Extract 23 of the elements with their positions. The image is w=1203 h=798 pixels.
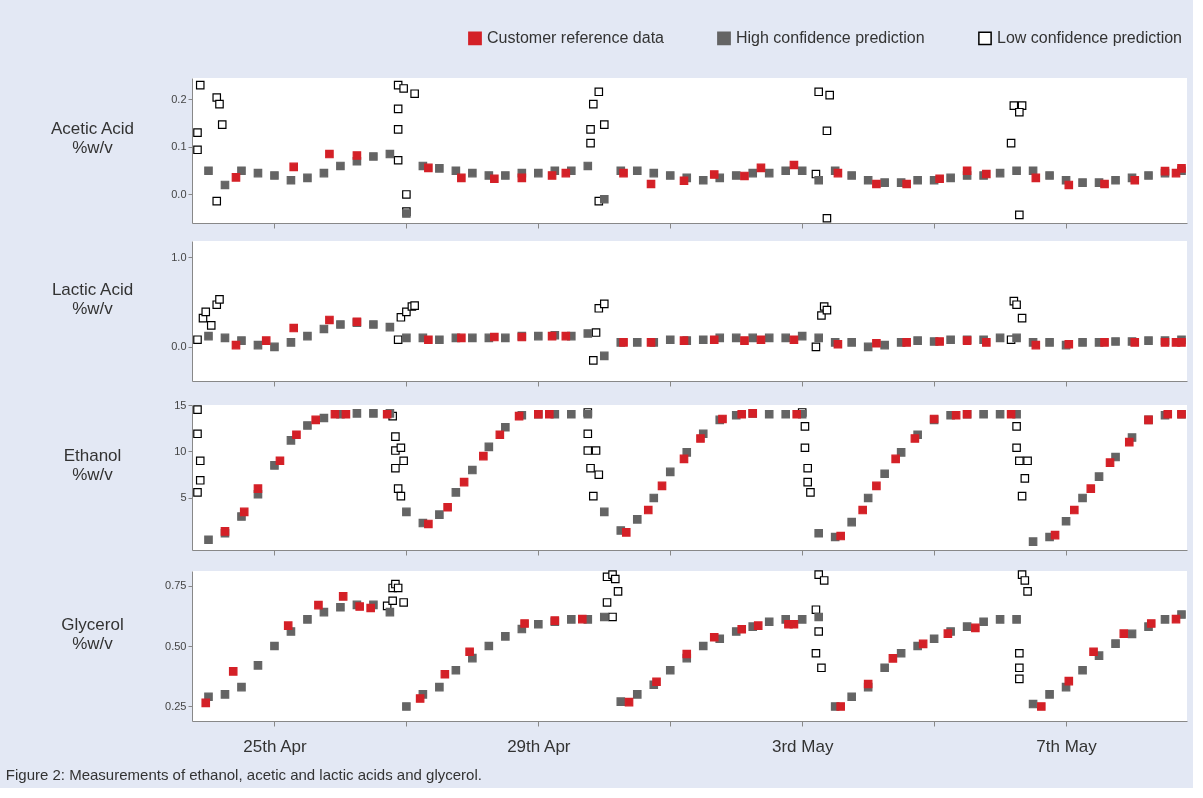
y-tick-label: 0.2 <box>171 92 187 105</box>
legend-label: Low confidence prediction <box>997 29 1183 47</box>
y-tick-label: 0.0 <box>171 340 187 353</box>
y-axis-title: Lactic Acid %w/v <box>51 279 134 318</box>
y-tick-label: 0.50 <box>165 639 187 652</box>
y-axis-title: Acetic Acid %w/v <box>50 119 135 157</box>
x-tick-label: 29th Apr <box>507 736 571 756</box>
y-axis-title: Ethanol %w/v <box>63 446 122 484</box>
y-axis-title: Glycerol %w/v <box>61 614 124 653</box>
y-tick-label: 0.25 <box>165 699 187 712</box>
x-tick-label: 7th May <box>1036 736 1098 756</box>
y-tick-label: 15 <box>174 398 187 411</box>
y-tick-label: 0.1 <box>171 140 187 153</box>
y-tick-label: 0.75 <box>165 579 187 592</box>
y-tick-label: 0.0 <box>171 187 187 200</box>
legend-label: Customer reference data <box>487 29 665 47</box>
x-tick-label: 3rd May <box>771 736 834 756</box>
y-tick-label: 1.0 <box>171 250 187 263</box>
x-tick-label: 25th Apr <box>243 736 307 756</box>
legend-label: High confidence prediction <box>736 29 925 47</box>
y-tick-label: 10 <box>174 444 187 457</box>
y-tick-label: 5 <box>180 491 187 504</box>
caption: Figure 2: Measurements of ethanol, acetic and lactic acids and glycerol. <box>5 766 482 783</box>
